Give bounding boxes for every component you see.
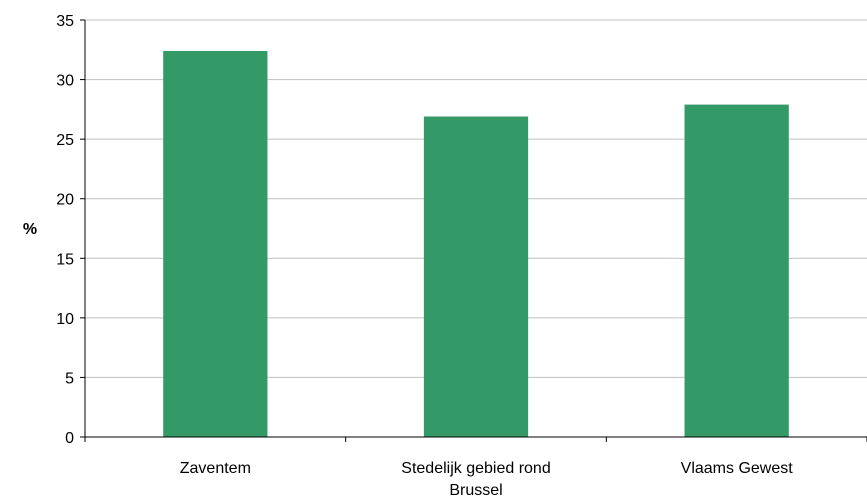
y-axis-label: % xyxy=(23,221,37,238)
y-tick-label: 15 xyxy=(56,251,74,268)
bar-2 xyxy=(423,116,529,438)
y-tick-labels: 0 5 10 15 20 25 30 35 xyxy=(56,13,74,447)
y-tick-label: 20 xyxy=(56,192,74,209)
x-category-label: Zaventem xyxy=(180,460,251,477)
x-category-label: Stedelijk gebied rond Brussel xyxy=(401,460,550,499)
y-tick-label: 30 xyxy=(56,73,74,90)
y-tick-label: 0 xyxy=(65,430,74,447)
y-tick-label: 5 xyxy=(65,370,74,387)
bar-1 xyxy=(163,50,268,437)
bars xyxy=(163,50,789,438)
y-tick-label: 25 xyxy=(56,132,74,149)
bar-3 xyxy=(684,104,789,437)
x-category-labels: Zaventem Stedelijk gebied rond Brussel Vlaa… xyxy=(180,460,793,499)
x-category-label-line: Stedelijk gebied rond xyxy=(401,460,550,477)
x-category-label: Vlaams Gewest xyxy=(681,460,794,477)
x-category-label-line: Vlaams Gewest xyxy=(681,460,794,477)
x-category-label-line: Zaventem xyxy=(180,460,251,477)
axes xyxy=(80,19,867,442)
x-category-label-line: Brussel xyxy=(449,482,502,499)
y-tick-label: 10 xyxy=(56,311,74,328)
y-tick-label: 35 xyxy=(56,13,74,30)
